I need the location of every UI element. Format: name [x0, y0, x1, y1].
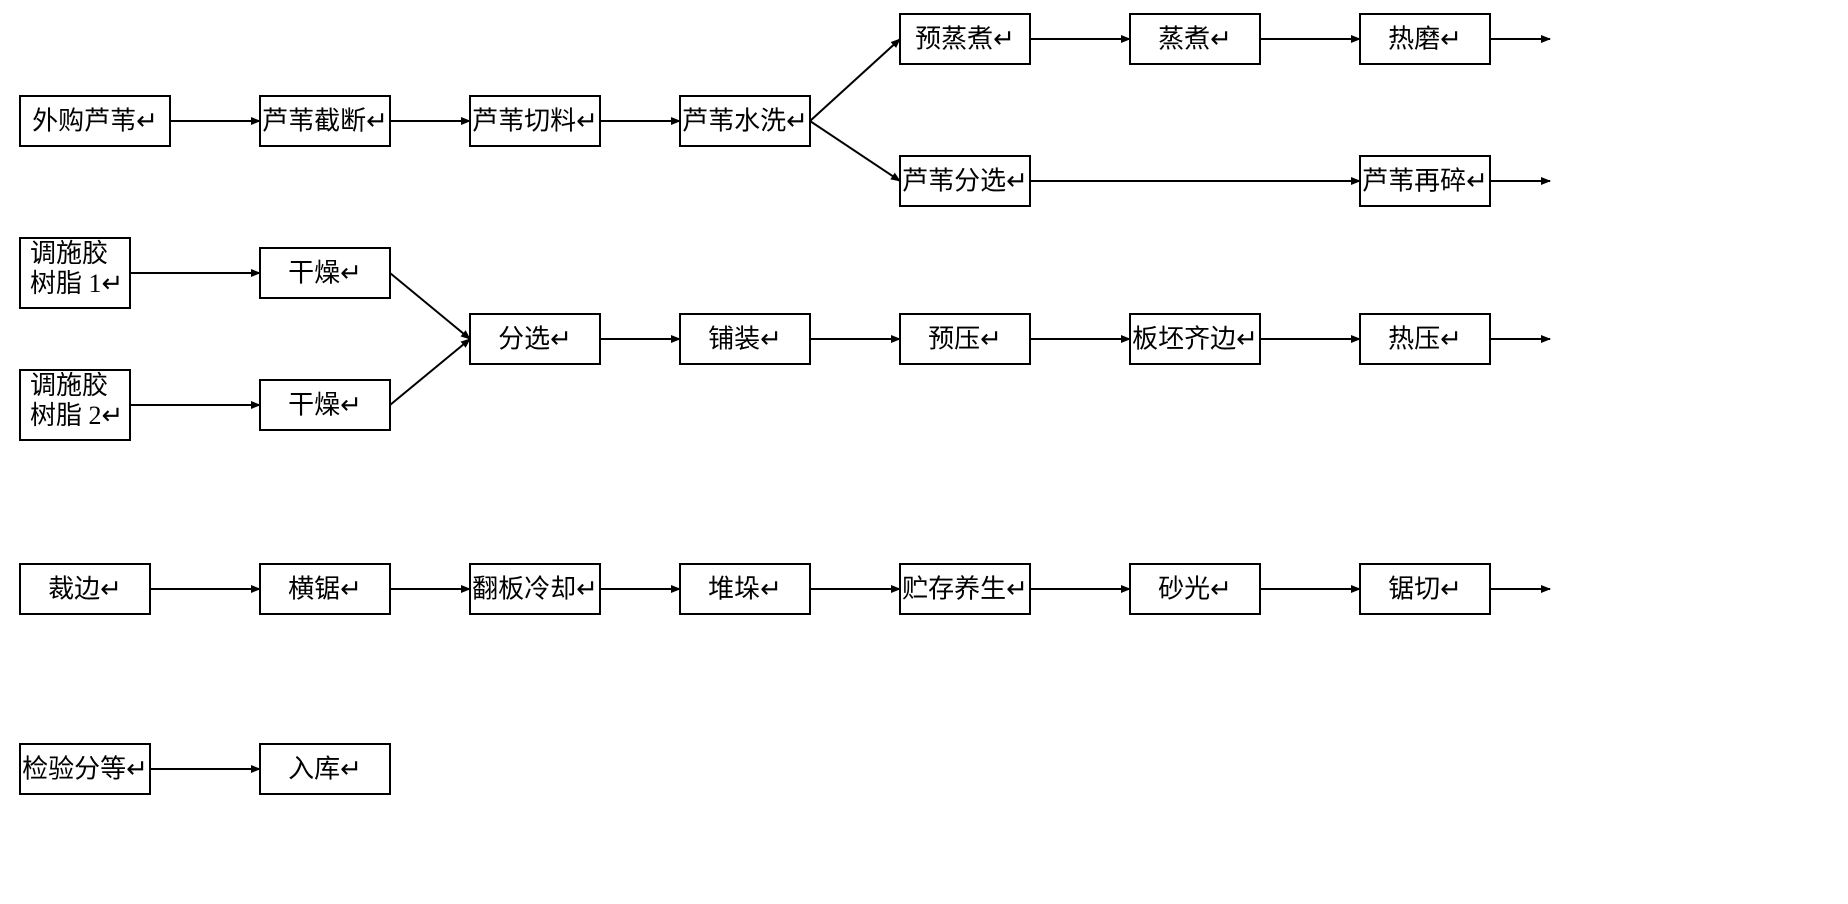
flow-node-label: 板坯齐边↵	[1132, 325, 1258, 354]
flow-node-label: 预压↵	[928, 325, 1002, 354]
flow-node-label: 铺装↵	[708, 325, 782, 354]
flow-edge	[810, 39, 900, 121]
flow-node-label: 翻板冷却↵	[472, 575, 598, 604]
flow-edge	[390, 339, 470, 405]
flow-node-label: 锯切↵	[1388, 575, 1462, 604]
flow-node-label: 干燥↵	[288, 259, 362, 288]
flow-node-label: 芦苇截断↵	[262, 107, 388, 136]
flow-node-label: 横锯↵	[288, 575, 362, 604]
flow-node-label: 热磨↵	[1388, 25, 1462, 54]
flow-node-label: 蒸煮↵	[1158, 25, 1232, 54]
flow-node-label: 入库↵	[288, 755, 362, 784]
flowchart: 外购芦苇↵ 芦苇截断↵ 芦苇切料↵ 芦苇水洗↵ 预蒸煮↵ 蒸煮↵ 热磨↵ 芦苇分选↵ 芦苇再碎↵…	[0, 0, 1848, 904]
flow-edge	[810, 121, 900, 181]
flow-node-label: 干燥↵	[288, 391, 362, 420]
flow-node-label: 芦苇切料↵	[472, 107, 598, 136]
flow-node-label: 贮存养生↵	[902, 575, 1028, 604]
flow-node-label: 热压↵	[1388, 325, 1462, 354]
flow-node-label: 外购芦苇↵	[32, 107, 158, 136]
flow-node-label: 芦苇分选↵	[902, 167, 1028, 196]
flow-node-label: 砂光↵	[1158, 575, 1232, 604]
flow-node-label: 堆垛↵	[708, 575, 782, 604]
flow-edge	[390, 273, 470, 339]
flow-node-label: 裁边↵	[48, 575, 122, 604]
flow-node-label: 预蒸煮↵	[915, 25, 1015, 54]
flow-node-label: 芦苇再碎↵	[1362, 167, 1488, 196]
flow-node-label: 芦苇水洗↵	[682, 107, 808, 136]
flow-node-label: 分选↵	[498, 325, 572, 354]
flow-node-label: 检验分等↵	[22, 755, 148, 784]
